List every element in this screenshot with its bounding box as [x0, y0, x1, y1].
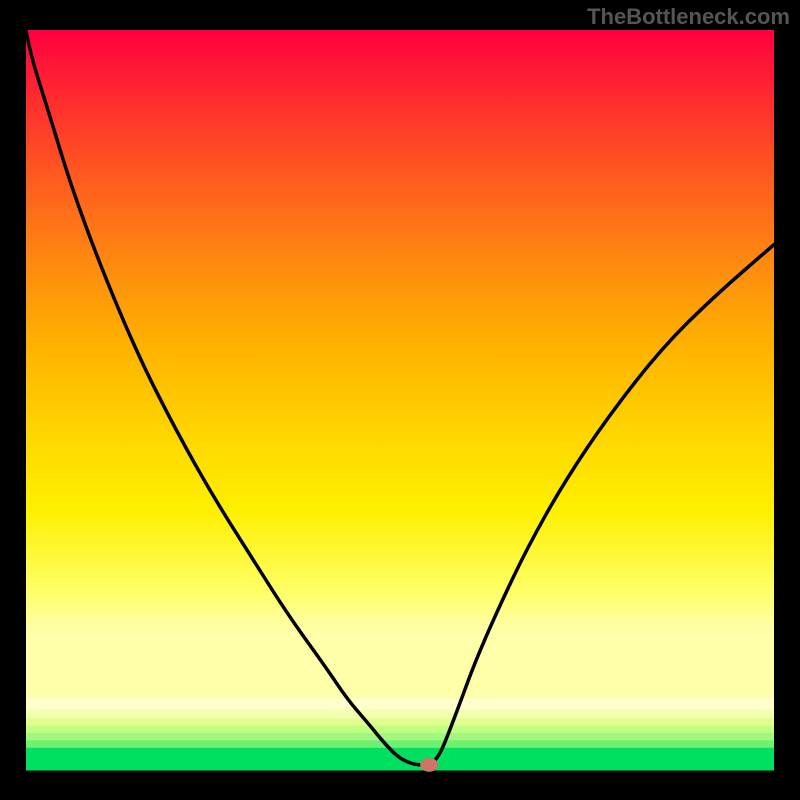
watermark-text: TheBottleneck.com: [587, 4, 790, 30]
chart-layer: [0, 0, 800, 800]
bottom-band: [26, 733, 774, 741]
bottleneck-chart: [0, 0, 800, 800]
optimum-marker: [420, 758, 438, 772]
gradient-background: [26, 30, 774, 697]
bottom-band: [26, 697, 774, 709]
bottom-band: [26, 718, 774, 726]
bottom-band: [26, 726, 774, 734]
bottom-band: [26, 709, 774, 718]
bottom-band: [26, 740, 774, 748]
